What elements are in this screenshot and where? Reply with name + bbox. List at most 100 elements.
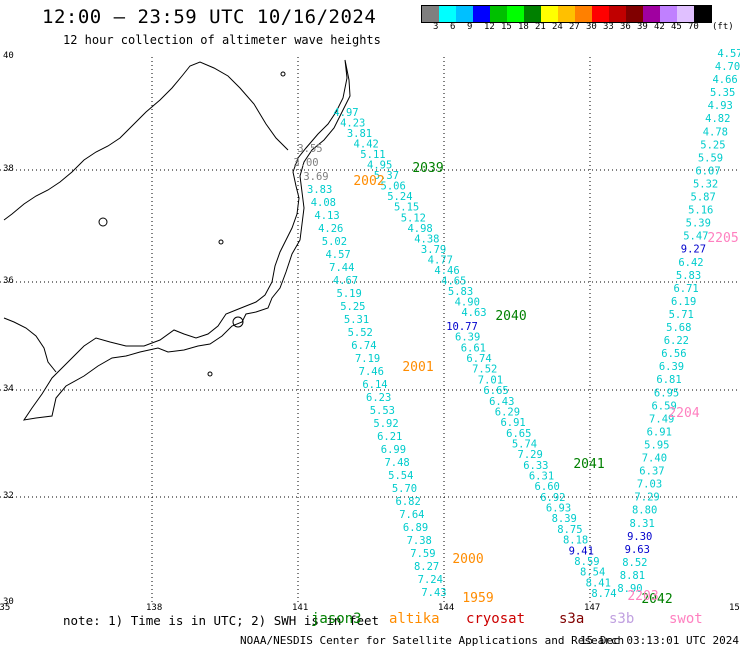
wave-height-value: 7.38 xyxy=(407,535,432,547)
pass-time-label: 2205 xyxy=(707,231,738,246)
wave-height-value: 6.19 xyxy=(671,296,696,308)
colorbar-swatch xyxy=(558,6,575,22)
wave-height-value: 7.43 xyxy=(421,587,446,599)
pass-time-label: 2001 xyxy=(402,360,433,375)
wave-height-value: 6.92 xyxy=(540,492,565,504)
wave-height-value: 8.39 xyxy=(552,513,577,525)
wave-height-value: 8.41 xyxy=(586,577,611,589)
wave-height-value: 7.59 xyxy=(410,548,435,560)
wave-height-value: 4.08 xyxy=(311,197,336,209)
wave-height-colorbar xyxy=(421,5,712,23)
wave-height-value: 6.60 xyxy=(535,481,560,493)
colorbar-swatch xyxy=(694,6,711,22)
lat-lon-grid xyxy=(0,57,740,603)
wave-height-value: 5.12 xyxy=(401,212,426,224)
wave-height-value: 3.83 xyxy=(307,184,332,196)
pass-time-label: 2204 xyxy=(668,406,699,421)
wave-height-value: 6.56 xyxy=(661,348,686,360)
wave-height-value: 7.19 xyxy=(355,353,380,365)
wave-height-value: 8.75 xyxy=(557,524,582,536)
wave-height-value: 4.95 xyxy=(367,160,392,172)
wave-height-value: 6.22 xyxy=(664,335,689,347)
colorbar-tick-label: 6 xyxy=(450,22,456,32)
wave-height-value: 5.52 xyxy=(348,327,373,339)
wave-height-value: 8.54 xyxy=(580,567,605,579)
wave-height-value: 4.78 xyxy=(703,126,728,138)
island xyxy=(98,217,108,227)
pass-time-label: 2041 xyxy=(573,457,604,472)
colorbar-tick-label: 39 xyxy=(637,22,648,32)
wave-height-value: 6.99 xyxy=(381,444,406,456)
colorbar-tick-label: 3 xyxy=(433,22,439,32)
wave-height-value: 6.39 xyxy=(455,332,480,344)
wave-height-value: 5.74 xyxy=(512,438,537,450)
wave-height-value: 5.35 xyxy=(710,87,735,99)
wave-height-value: 5.06 xyxy=(381,181,406,193)
pass-time-label: 2042 xyxy=(641,592,672,607)
wave-height-value: 4.26 xyxy=(318,223,343,235)
longitude-label: 150 xyxy=(729,603,740,613)
legend-mission-s3b: s3b xyxy=(609,611,635,627)
colorbar-swatch xyxy=(490,6,507,22)
wave-height-value: 5.87 xyxy=(691,192,716,204)
wave-height-value: 5.83 xyxy=(448,286,473,298)
colorbar-swatch xyxy=(575,6,592,22)
latitude-label: 32 xyxy=(3,491,14,501)
wave-height-value: 5.68 xyxy=(666,322,691,334)
wave-height-value: 7.40 xyxy=(642,453,667,465)
wave-height-value: 4.67 xyxy=(333,275,358,287)
pass-time-label: 2002 xyxy=(353,174,384,189)
wave-height-value: 6.37 xyxy=(639,466,664,478)
colorbar-swatch xyxy=(609,6,626,22)
wave-height-value: 9.27 xyxy=(681,244,706,256)
generated-timestamp: 15 Dec 03:13:01 UTC 2024 xyxy=(580,634,739,647)
legend-mission-altika: altika xyxy=(389,611,440,627)
colorbar-swatch xyxy=(439,6,456,22)
wave-height-value: 7.48 xyxy=(384,457,409,469)
wave-height-value: 5.95 xyxy=(644,439,669,451)
legend-mission-s3a: s3a xyxy=(559,611,585,627)
wave-height-value: 8.27 xyxy=(414,561,439,573)
wave-height-value: 7.49 xyxy=(649,413,674,425)
wave-height-value: 4.70 xyxy=(715,61,740,73)
legend-mission-cryosat: cryosat xyxy=(466,611,526,627)
wave-height-value: 8.90 xyxy=(617,583,642,595)
colorbar-swatch xyxy=(643,6,660,22)
pass-time-label: 2039 xyxy=(412,161,443,176)
legend-mission-jason3: jason3 xyxy=(311,611,362,627)
island xyxy=(280,71,286,77)
legend-mission-swot: swot xyxy=(669,611,703,627)
wave-height-value: 5.92 xyxy=(373,418,398,430)
wave-height-value: 7.03 xyxy=(637,479,662,491)
wave-height-value: 5.02 xyxy=(322,236,347,248)
colorbar-swatch xyxy=(660,6,677,22)
wave-height-value: 4.97 xyxy=(333,107,358,119)
wave-height-value: 5.15 xyxy=(394,202,419,214)
wave-height-value: 5.25 xyxy=(700,139,725,151)
wave-height-value: 6.31 xyxy=(529,471,554,483)
wave-height-value: 4.77 xyxy=(428,254,453,266)
wave-height-value: 9.41 xyxy=(569,545,594,557)
wave-height-value: 3.00 xyxy=(293,157,318,169)
wave-height-value: 6.21 xyxy=(377,431,402,443)
island xyxy=(207,371,213,377)
wave-height-value: 5.37 xyxy=(374,170,399,182)
wave-height-value: 6.82 xyxy=(396,496,421,508)
credit-line: NOAA/NESDIS Center for Satellite Applica… xyxy=(240,634,625,647)
wave-height-value: 6.61 xyxy=(461,342,486,354)
wave-height-value: 5.59 xyxy=(698,152,723,164)
wave-height-value: 7.64 xyxy=(399,509,424,521)
latitude-label: 36 xyxy=(3,276,14,286)
wave-height-value: 5.24 xyxy=(387,191,412,203)
pass-time-labels: 2039 2002 2040 2001 2041 2000 1959 2042 2205 2204… xyxy=(353,161,738,607)
wave-height-value: 7.46 xyxy=(359,366,384,378)
colorbar-swatch xyxy=(592,6,609,22)
sea-of-japan-coast xyxy=(3,61,289,221)
wave-height-value: 9.30 xyxy=(627,531,652,543)
wave-height-value: 7.01 xyxy=(478,374,503,386)
colorbar-unit: (ft) xyxy=(712,22,734,32)
longitude-label: 144 xyxy=(438,603,455,613)
wave-height-value: 4.65 xyxy=(441,275,466,287)
altimeter-tracks: 4.974.233.814.425.114.955.375.065.245.15… xyxy=(293,48,740,600)
